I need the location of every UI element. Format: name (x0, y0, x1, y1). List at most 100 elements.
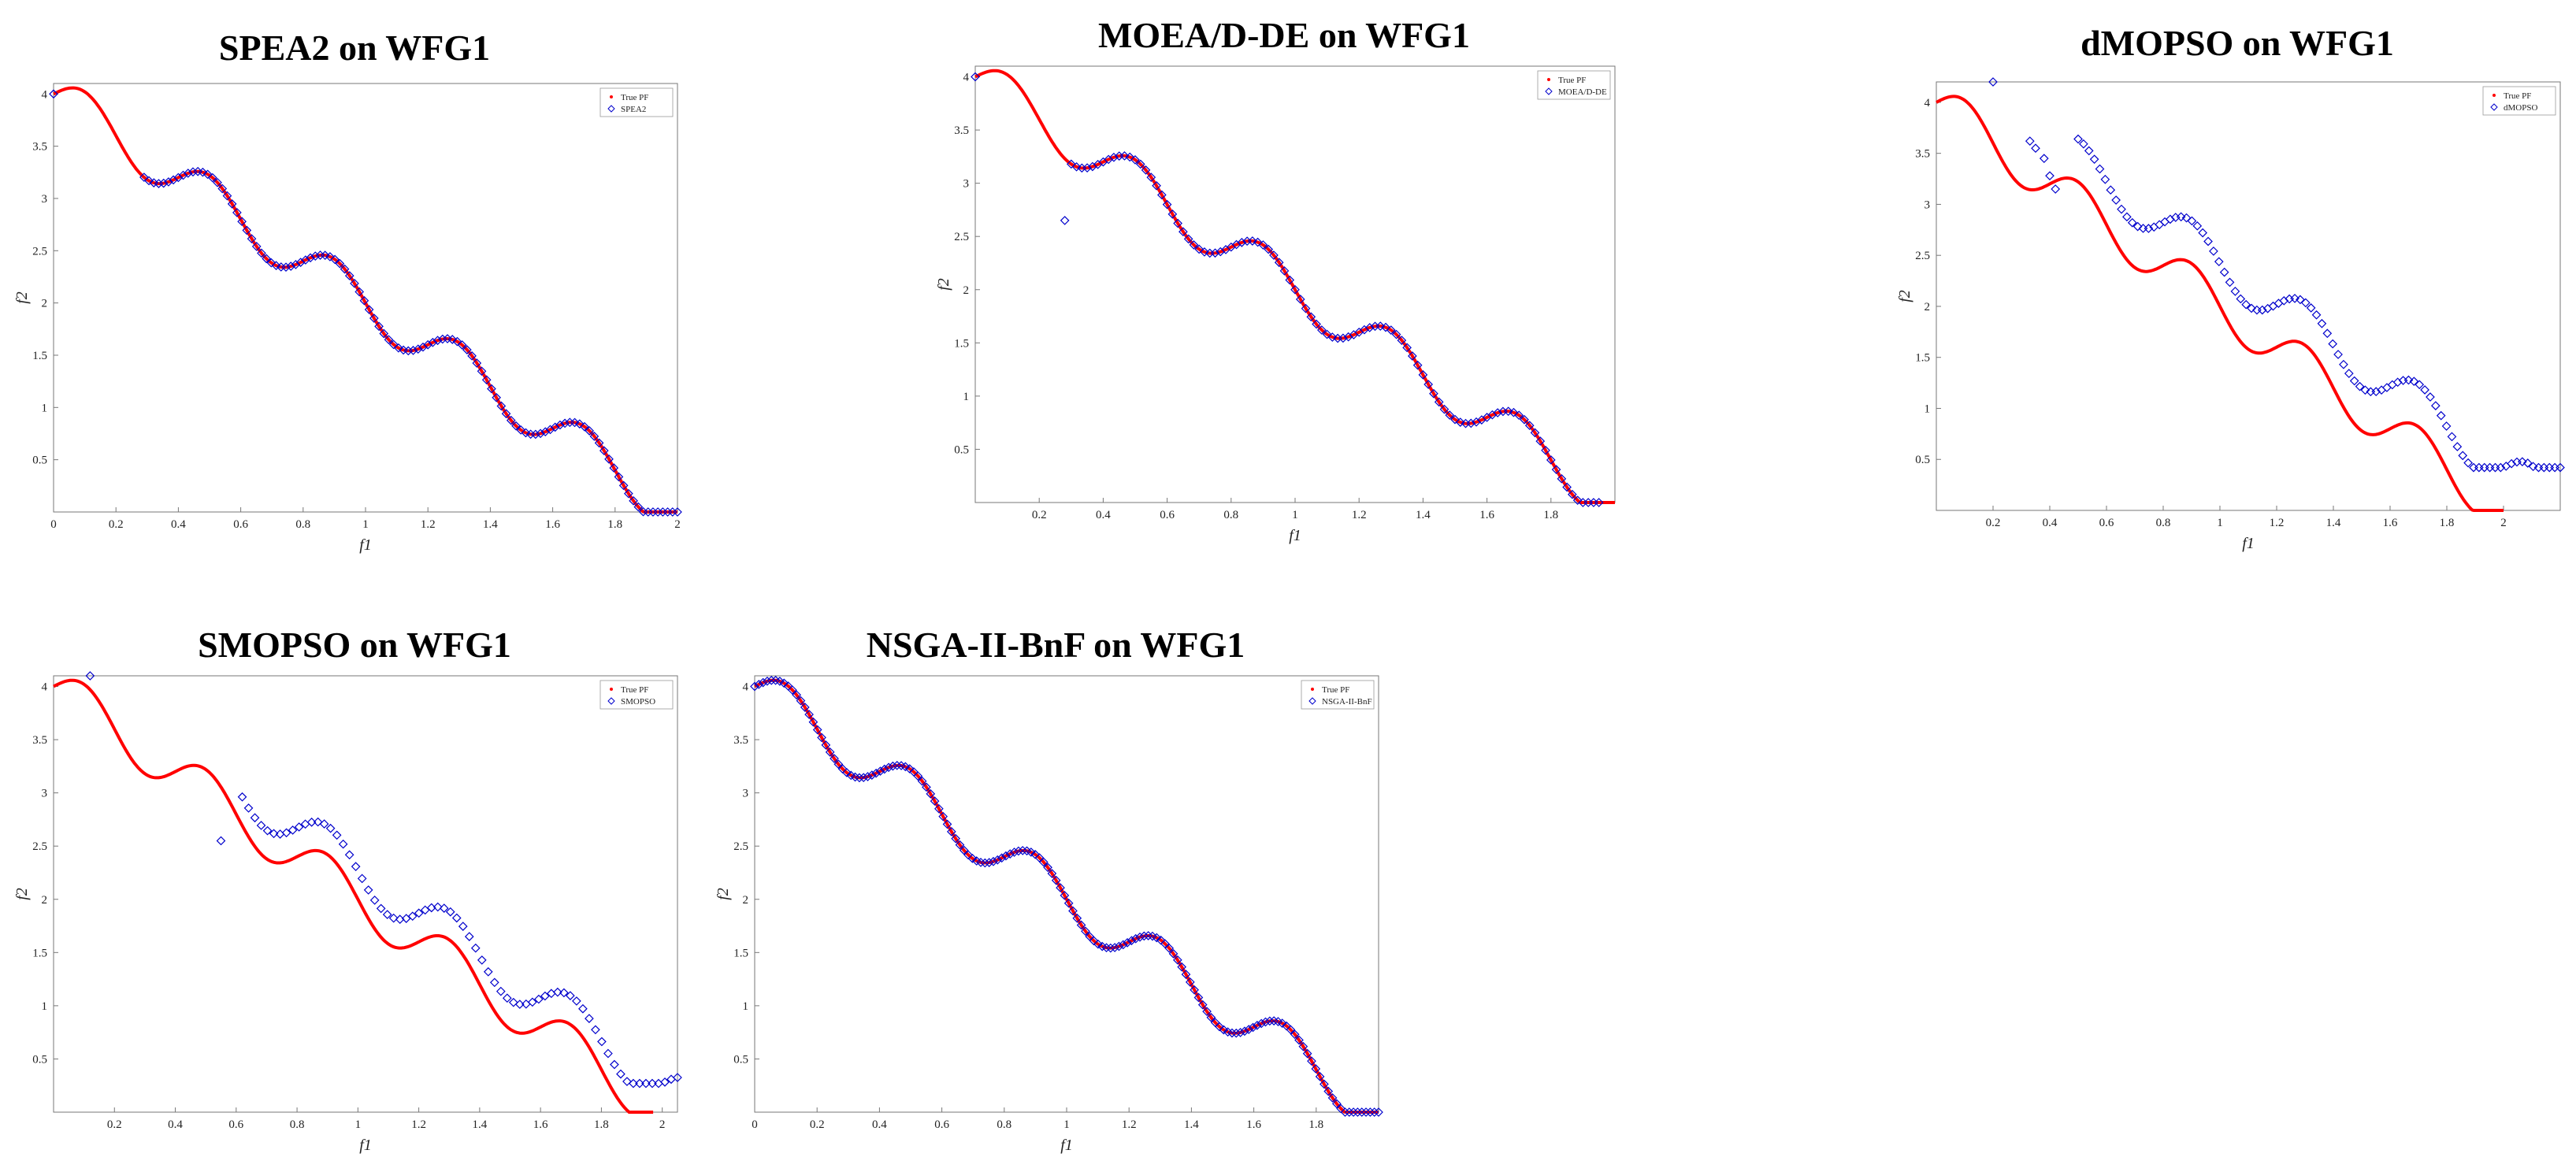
data-point (216, 836, 226, 846)
data-point (2371, 387, 2381, 396)
data-point (1093, 939, 1103, 949)
data-point (2420, 385, 2429, 395)
data-point (2025, 136, 2035, 146)
data-point (1082, 163, 1092, 172)
data-point (364, 305, 374, 314)
data-point (1312, 319, 1321, 329)
y-tick-label: 2 (743, 894, 749, 907)
data-point (553, 987, 562, 997)
data-point (2236, 294, 2246, 304)
data-point (2122, 212, 2132, 222)
x-tick-label: 0.6 (228, 1118, 243, 1131)
data-point (1119, 151, 1130, 161)
data-point (237, 217, 247, 227)
data-point (1118, 940, 1128, 950)
data-point (763, 676, 772, 686)
legend-label: SPEA2 (621, 105, 646, 114)
data-point (1594, 498, 1604, 507)
data-point (262, 254, 272, 264)
data-point (527, 997, 537, 1007)
data-point (900, 762, 911, 772)
data-point (989, 856, 998, 866)
data-point (340, 264, 350, 274)
y-tick-label: 3 (42, 193, 48, 206)
data-point (1988, 77, 1998, 87)
data-point (750, 681, 759, 692)
data-point (2339, 359, 2348, 369)
data-point (1240, 1026, 1249, 1037)
x-tick-label: 1.2 (2270, 517, 2285, 529)
data-point (2160, 217, 2170, 227)
y-axis-label: f2 (1896, 290, 1913, 302)
y-tick-label: 1 (743, 1000, 749, 1013)
data-point (511, 421, 521, 431)
true-pf-curve (974, 69, 1615, 504)
x-tick-label: 0.6 (934, 1118, 949, 1131)
data-point (256, 821, 266, 830)
chart-title: NSGA-II-BnF on WFG1 (866, 625, 1245, 665)
data-point (369, 313, 379, 323)
data-point (1152, 933, 1162, 943)
data-point (428, 337, 438, 347)
x-tick-label: 0.6 (233, 518, 248, 531)
data-point (585, 1014, 594, 1023)
x-tick-label: 1.6 (1479, 509, 1494, 521)
data-point (344, 271, 354, 280)
y-tick-label: 2 (963, 284, 970, 297)
data-point (2360, 385, 2370, 395)
data-point (1493, 408, 1502, 417)
data-point (2117, 204, 2126, 214)
data-point (550, 422, 560, 432)
data-point (1101, 943, 1112, 953)
true-pf-curve (754, 678, 1379, 1114)
data-point (930, 796, 940, 806)
data-point (2051, 184, 2061, 194)
y-tick-label: 3 (42, 788, 48, 800)
data-point (1361, 1107, 1371, 1117)
data-point (1018, 846, 1028, 855)
axes-frame (1936, 81, 2561, 511)
data-point (622, 1077, 632, 1086)
data-point (1173, 218, 1182, 228)
data-point (2349, 376, 2359, 386)
y-tick-label: 3.5 (32, 734, 47, 747)
data-point (618, 480, 629, 491)
data-point (787, 685, 797, 695)
y-axis-label: f2 (935, 278, 952, 291)
data-point (374, 321, 384, 332)
y-tick-label: 4 (42, 681, 48, 694)
data-point (502, 993, 512, 1003)
x-tick-label: 1.2 (421, 518, 436, 531)
data-point (1327, 1093, 1338, 1103)
data-point (472, 358, 482, 368)
x-tick-label: 0.2 (810, 1118, 825, 1131)
data-point (1164, 944, 1175, 953)
y-tick-label: 0.5 (32, 454, 47, 467)
x-tick-label: 0.8 (295, 518, 310, 531)
legend-label: True PF (621, 685, 648, 695)
data-point (913, 771, 923, 781)
series-spea2 (49, 89, 682, 517)
data-point (1197, 1000, 1208, 1010)
data-point (530, 429, 540, 440)
data-point (1408, 351, 1417, 361)
data-point (1005, 849, 1015, 859)
data-point (1063, 898, 1074, 908)
chart-title: dMOPSO on WFG1 (2080, 23, 2394, 63)
data-point (1279, 266, 1290, 276)
data-point (467, 351, 477, 361)
data-point (1455, 417, 1465, 427)
data-point (2382, 383, 2392, 392)
data-point (2079, 139, 2088, 149)
data-point (955, 840, 965, 850)
data-point (2322, 328, 2333, 339)
y-tick-label: 2 (42, 298, 48, 310)
legend-label: True PF (621, 93, 648, 102)
data-point (139, 172, 149, 182)
data-point (1535, 436, 1546, 446)
x-tick-label: 1.2 (1352, 509, 1367, 521)
data-point (217, 184, 228, 194)
legend-box (2482, 86, 2556, 116)
x-tick-label: 0.8 (290, 1118, 305, 1131)
data-point (325, 252, 335, 262)
